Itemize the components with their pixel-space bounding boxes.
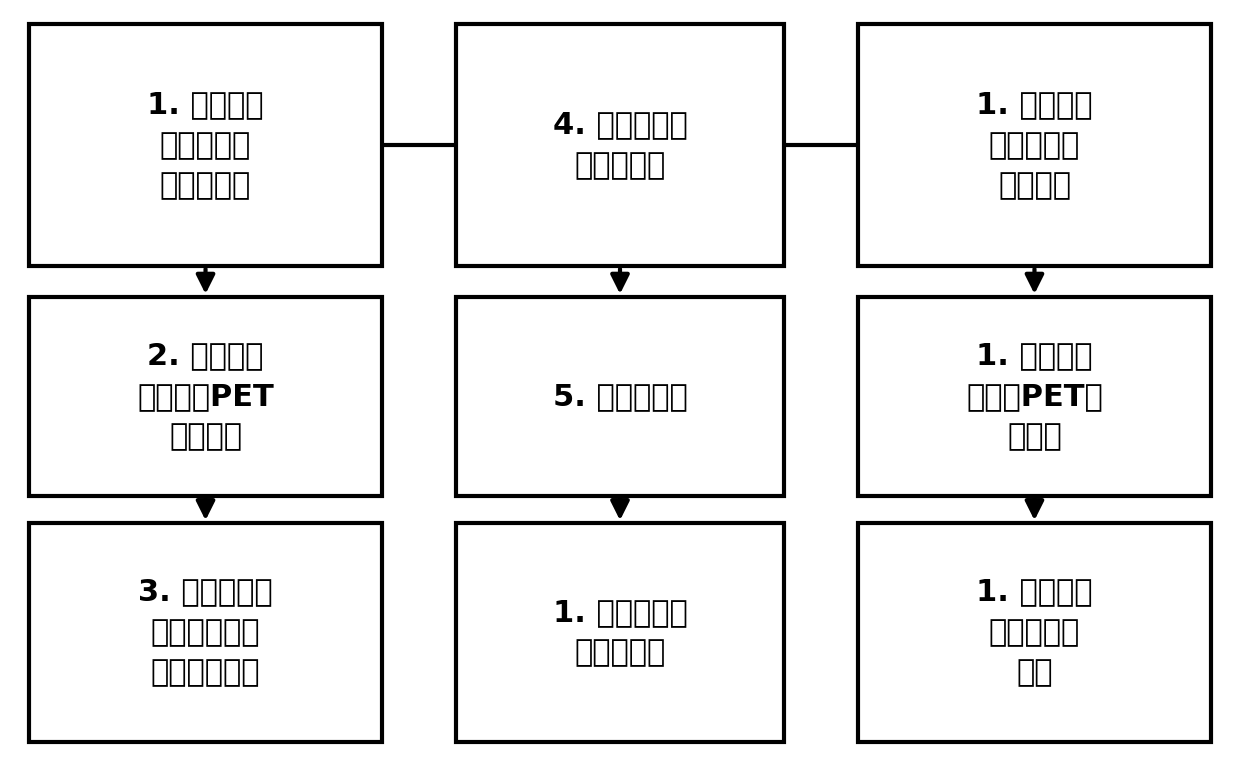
Text: 4. 通过光刻形
成电极形状: 4. 通过光刻形 成电极形状 xyxy=(553,110,687,180)
Text: 1. 将氮化硼
转移至PET基
底表面: 1. 将氮化硼 转移至PET基 底表面 xyxy=(966,342,1102,451)
Text: 1. 通过旋涂
法修饰离子
载体: 1. 通过旋涂 法修饰离子 载体 xyxy=(976,578,1092,688)
Text: 1. 通过剥离形
成金属电极: 1. 通过剥离形 成金属电极 xyxy=(553,598,687,667)
Bar xyxy=(456,25,784,266)
Text: 5. 沉积金属层: 5. 沉积金属层 xyxy=(553,382,687,411)
Bar xyxy=(456,296,784,496)
Text: 2. 将二硒化
钨转移至PET
基底表面: 2. 将二硒化 钨转移至PET 基底表面 xyxy=(138,342,274,451)
Bar xyxy=(30,25,382,266)
Bar xyxy=(30,296,382,496)
Text: 1. 采用化学
气相沉积制
备氮化硼: 1. 采用化学 气相沉积制 备氮化硼 xyxy=(976,90,1092,200)
Bar xyxy=(30,523,382,742)
Bar xyxy=(456,523,784,742)
Bar xyxy=(858,523,1210,742)
Bar xyxy=(858,25,1210,266)
Bar xyxy=(858,296,1210,496)
Text: 1. 采用化学
气相沉积制
备二硒化钨: 1. 采用化学 气相沉积制 备二硒化钨 xyxy=(148,90,264,200)
Text: 3. 通过光刻，
干法刻蚀使二
硒化钨图形化: 3. 通过光刻， 干法刻蚀使二 硒化钨图形化 xyxy=(138,578,273,688)
